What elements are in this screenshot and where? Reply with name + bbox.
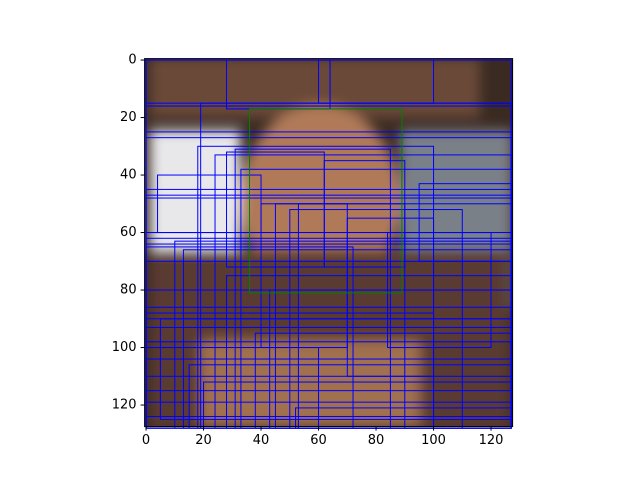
y-tick-label: 20 — [120, 110, 137, 125]
x-tick-label: 80 — [368, 433, 385, 448]
x-tick-label: 60 — [310, 433, 327, 448]
y-tick-label: 80 — [120, 283, 137, 298]
box — [145, 416, 512, 429]
y-tick-label: 60 — [120, 225, 137, 240]
y-tick-label: 0 — [128, 53, 136, 68]
x-tick-label: 100 — [421, 433, 446, 448]
boxes — [145, 59, 512, 429]
box — [318, 59, 435, 104]
axes-frame — [144, 58, 514, 428]
box — [145, 131, 512, 234]
x-tick-label: 40 — [253, 433, 270, 448]
x-tick-label: 20 — [195, 433, 212, 448]
y-tick-label: 120 — [112, 398, 137, 413]
y-tick-label: 40 — [120, 168, 137, 183]
x-tick-label: 0 — [142, 433, 150, 448]
box — [346, 217, 435, 377]
box — [323, 160, 406, 268]
y-tick-label: 100 — [112, 340, 137, 355]
box — [249, 108, 403, 294]
x-tick-label: 120 — [479, 433, 504, 448]
